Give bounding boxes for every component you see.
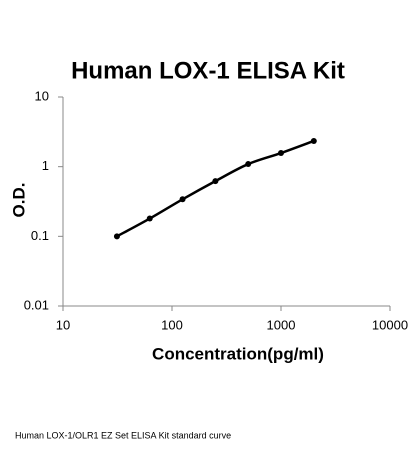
x-tick-label: 10 — [56, 317, 70, 332]
data-point — [245, 161, 252, 168]
data-point — [179, 196, 186, 203]
y-tick-label: 0.1 — [31, 228, 49, 243]
x-tick-label: 10000 — [372, 317, 408, 332]
y-tick-label: 10 — [35, 88, 49, 103]
y-axis-title: O.D. — [9, 183, 28, 218]
y-tick-label: 1 — [42, 158, 49, 173]
data-point — [278, 150, 284, 157]
x-axis-title: Concentration(pg/ml) — [152, 344, 324, 363]
chart-title: Human LOX-1 ELISA Kit — [71, 57, 345, 84]
x-tick-label: 1000 — [267, 317, 296, 332]
data-point — [113, 233, 120, 240]
data-point — [212, 178, 219, 185]
data-point — [310, 137, 317, 144]
caption: Human LOX-1/OLR1 EZ Set ELISA Kit standa… — [15, 430, 231, 440]
x-tick-label: 100 — [161, 317, 183, 332]
curve — [116, 139, 315, 238]
data-point — [146, 215, 153, 222]
y-tick-label: 0.01 — [24, 297, 49, 312]
